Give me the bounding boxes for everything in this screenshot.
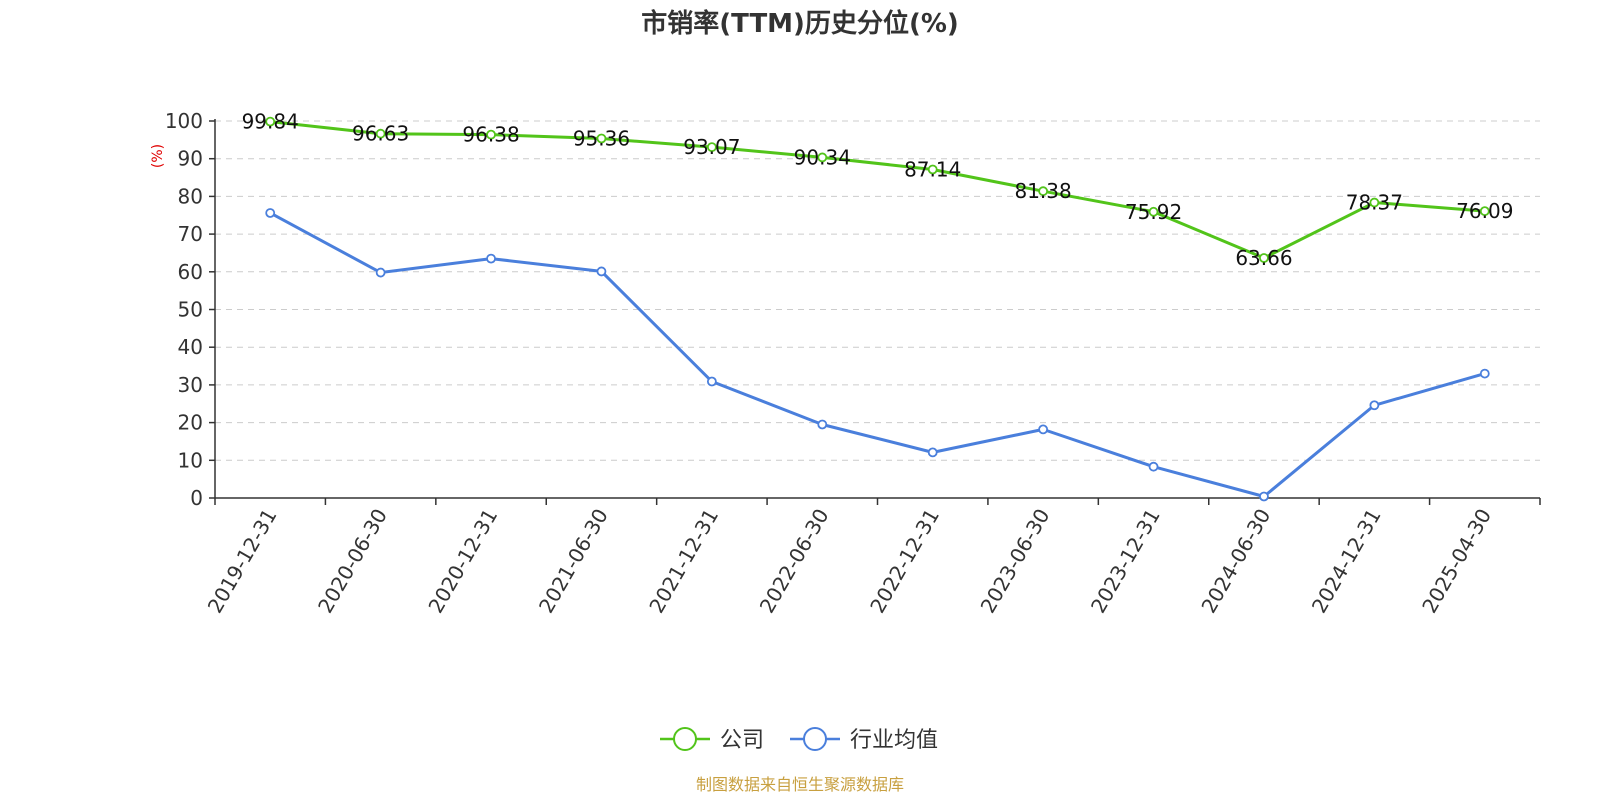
y-tick-label: 40: [178, 335, 203, 359]
y-tick-label: 0: [190, 486, 203, 510]
x-tick-label: 2023-12-31: [1086, 505, 1165, 618]
legend[interactable]: 公司 行业均值: [660, 727, 938, 753]
x-tick-label: 2024-12-31: [1307, 505, 1386, 618]
source-note: 制图数据来自恒生聚源数据库: [696, 775, 904, 794]
data-label: 95.36: [573, 126, 630, 150]
legend-label: 行业均值: [850, 728, 938, 753]
series-0: 99.84 96.63 96.38 95.36 93.07 90.34 87.14 81.38…: [242, 110, 1514, 270]
y-tick-label: 60: [178, 260, 203, 284]
data-point[interactable]: [1369, 400, 1380, 411]
x-tick-label: 2020-12-31: [423, 504, 502, 617]
data-point[interactable]: [1038, 186, 1049, 197]
x-tick-label: 2023-06-30: [976, 505, 1055, 618]
data-point[interactable]: [1479, 206, 1490, 217]
y-tick-label: 90: [178, 147, 203, 171]
data-label: 76.09: [1456, 199, 1513, 223]
data-point[interactable]: [706, 142, 717, 153]
x-tick-label: 2022-06-30: [755, 505, 834, 618]
data-point[interactable]: [486, 253, 496, 264]
legend-item-0[interactable]: 公司: [660, 727, 764, 753]
y-tick-label: 80: [178, 184, 203, 208]
data-point[interactable]: [1479, 368, 1490, 379]
axes: [214, 119, 1540, 499]
data-point[interactable]: [596, 133, 607, 144]
x-tick-label: 2024-06-30: [1196, 505, 1275, 618]
data-point[interactable]: [1148, 206, 1159, 217]
x-tick-label: 2021-06-30: [534, 505, 613, 618]
data-point[interactable]: [927, 164, 938, 175]
y-tick-label: 30: [178, 373, 203, 397]
y-tick-label: 70: [178, 222, 203, 246]
data-label: 87.14: [904, 157, 961, 181]
x-tick-label: 2022-12-31: [865, 504, 944, 617]
x-axis-ticks: 2019-12-31 2020-06-30 2020-12-31 2021-06-30…: [203, 498, 1541, 618]
data-point[interactable]: [927, 447, 938, 458]
y-tick-label: 100: [165, 109, 203, 133]
data-point[interactable]: [817, 152, 828, 163]
series-line: [269, 211, 1486, 498]
data-point[interactable]: [486, 129, 496, 140]
data-point[interactable]: [1259, 253, 1269, 263]
gridlines: [215, 120, 1540, 461]
legend-item-1[interactable]: 行业均值: [790, 727, 938, 753]
series-line: [270, 120, 1485, 260]
y-axis-ticks: 0 10 20 30 40 50 60 70 80 90 100: [165, 109, 215, 510]
series-group: 99.84 96.63 96.38 95.36 93.07 90.34 87.14 81.38…: [242, 110, 1514, 502]
data-label: 78.37: [1346, 191, 1403, 215]
data-point[interactable]: [1148, 461, 1159, 472]
data-label: 81.38: [1014, 179, 1071, 203]
data-label: 99.84: [242, 110, 299, 134]
data-point[interactable]: [265, 208, 276, 218]
data-point[interactable]: [1259, 491, 1269, 502]
y-tick-label: 10: [178, 448, 203, 472]
data-point[interactable]: [1038, 424, 1049, 435]
y-tick-label: 20: [178, 411, 203, 435]
data-point[interactable]: [817, 419, 828, 430]
series-1: [265, 208, 1490, 502]
x-tick-label: 2025-04-30: [1417, 505, 1496, 618]
data-point[interactable]: [375, 267, 386, 278]
data-label: 93.07: [683, 135, 740, 159]
legend-label: 公司: [720, 728, 764, 753]
data-point[interactable]: [375, 128, 386, 139]
data-point[interactable]: [596, 266, 607, 277]
data-label: 90.34: [794, 145, 851, 169]
x-tick-label: 2021-12-31: [644, 505, 723, 618]
y-axis-label: (%): [150, 144, 166, 168]
data-label: 75.92: [1125, 200, 1182, 224]
x-tick-label: 2019-12-31: [203, 505, 282, 618]
data-label: 96.63: [352, 122, 409, 146]
legend-circle-icon: [803, 727, 827, 751]
x-tick-label: 2020-06-30: [313, 505, 392, 618]
y-tick-label: 50: [178, 298, 203, 322]
data-label: 96.38: [462, 123, 519, 147]
chart-title: 市销率(TTM)历史分位(%): [641, 8, 959, 39]
data-point[interactable]: [265, 116, 276, 127]
data-point[interactable]: [706, 376, 717, 387]
data-point[interactable]: [1369, 197, 1380, 208]
data-label: 63.66: [1235, 246, 1292, 270]
legend-circle-icon: [673, 727, 697, 751]
